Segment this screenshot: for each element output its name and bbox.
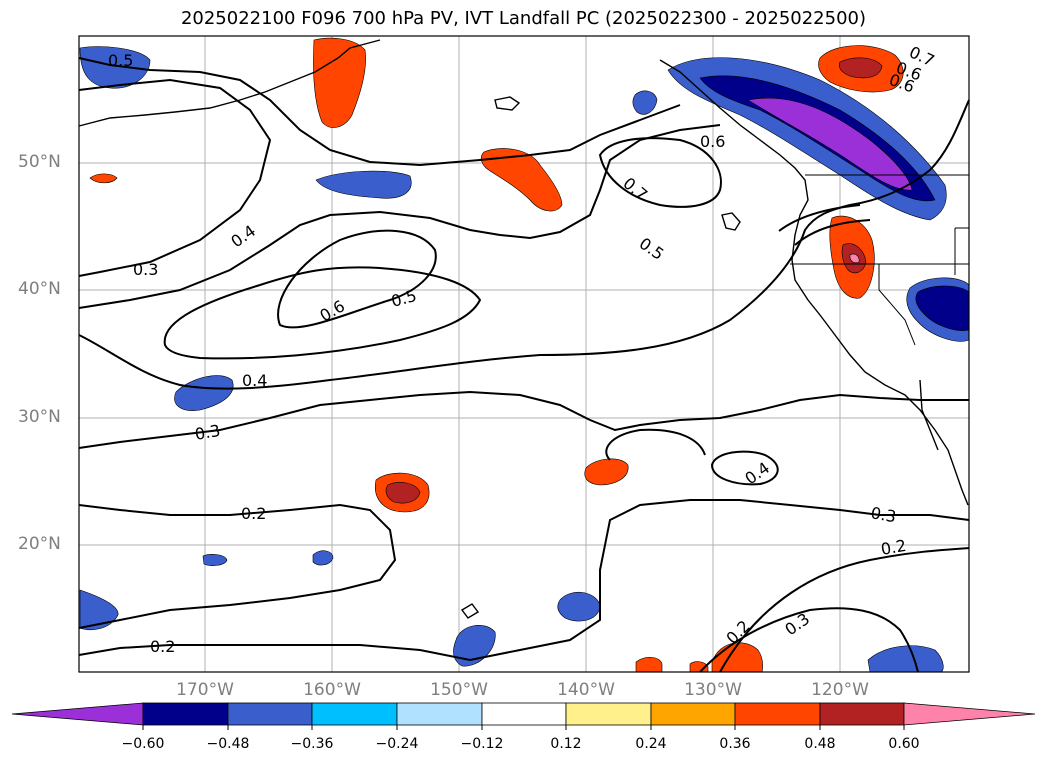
longitude-label: 150°W	[430, 680, 488, 700]
colorbar-tick-label: −0.48	[206, 736, 250, 752]
contour-label: 0.2	[879, 536, 907, 559]
colorbar	[11, 702, 1036, 726]
colorbar-tick-label: −0.24	[375, 736, 419, 752]
colorbar-segment	[650, 702, 736, 726]
colorbar-segment	[396, 702, 483, 726]
pv-contours	[78, 57, 970, 673]
colorbar-segment	[734, 702, 821, 726]
latitude-label: 50°N	[18, 152, 61, 172]
longitude-label: 120°W	[811, 680, 869, 700]
colorbar-segment	[311, 702, 398, 726]
longitude-label: 170°W	[176, 680, 234, 700]
map-title: 2025022100 F096 700 hPa PV, IVT Landfall…	[180, 8, 867, 29]
colorbar-tick-label: 0.24	[635, 736, 667, 752]
borders	[790, 174, 969, 346]
longitude-label: 160°W	[303, 680, 361, 700]
colorbar-tick-label: 0.48	[804, 736, 836, 752]
colorbar-tick-label: −0.12	[460, 736, 504, 752]
colorbar-segment	[11, 702, 144, 726]
contour-label: 0.5	[108, 51, 133, 70]
longitude-label: 140°W	[557, 680, 615, 700]
latitude-label: 30°N	[18, 407, 61, 427]
filled-anomalies	[79, 37, 970, 673]
colorbar-ticks	[142, 725, 905, 730]
latitude-label: 20°N	[18, 534, 61, 554]
contour-label: 0.4	[242, 371, 267, 390]
colorbar-segment	[227, 702, 313, 726]
contour-label: 0.3	[193, 421, 221, 444]
contour-label: 0.3	[133, 260, 158, 279]
contour-label: 0.6	[700, 132, 725, 151]
coastlines	[78, 39, 969, 619]
colorbar-tick-label: 0.12	[550, 736, 582, 752]
latitude-label: 40°N	[18, 279, 61, 299]
colorbar-tick-label: 0.60	[888, 736, 920, 752]
colorbar-tick-label: −0.36	[290, 736, 334, 752]
colorbar-segment	[142, 702, 229, 726]
colorbar-segment	[819, 702, 905, 726]
longitude-label: 130°W	[684, 680, 742, 700]
map-panel	[78, 35, 970, 673]
colorbar-segment	[481, 702, 567, 726]
colorbar-segment	[903, 702, 1036, 726]
contour-label: 0.2	[150, 637, 175, 656]
contour-label: 0.2	[241, 504, 266, 523]
colorbar-tick-label: 0.36	[719, 736, 751, 752]
colorbar-segment	[565, 702, 652, 726]
contour-label: 0.3	[869, 503, 897, 526]
colorbar-tick-label: −0.60	[121, 736, 165, 752]
